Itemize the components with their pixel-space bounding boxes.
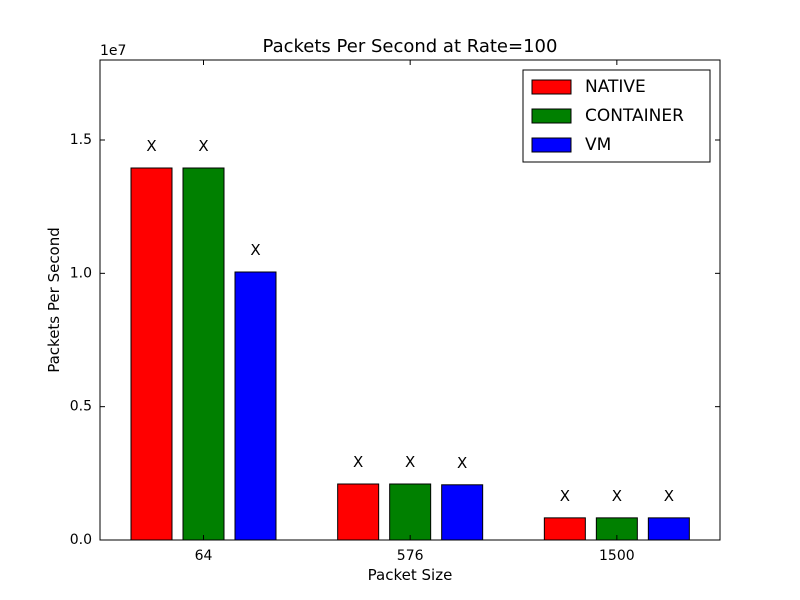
legend-swatch-vm	[531, 137, 572, 153]
legend-label-container: CONTAINER	[585, 106, 684, 126]
y-offset-label: 1e7	[100, 43, 126, 59]
bar-marker-native-64: X	[146, 137, 156, 155]
axes-group: 64 576 1500 0.0 0.5 1.0 1.5	[70, 60, 720, 564]
bar-vm-1500	[647, 517, 690, 541]
legend-swatch-container	[531, 108, 572, 124]
bar-marker-vm-576: X	[457, 454, 467, 472]
legend-label-native: NATIVE	[585, 77, 646, 97]
bar-marker-native-576: X	[353, 453, 363, 471]
plot-frame	[99, 59, 721, 541]
chart-title: Packets Per Second at Rate=100	[263, 36, 558, 57]
bar-marker-container-1500: X	[612, 487, 622, 505]
x-tick-label-576: 576	[397, 548, 424, 564]
bar-native-64	[130, 167, 173, 541]
bar-vm-64	[234, 271, 277, 541]
bar-marker-vm-64: X	[250, 241, 260, 259]
bar-marker-container-64: X	[198, 137, 208, 155]
x-tick-label-64: 64	[195, 548, 213, 564]
y-tick-label-1: 0.5	[70, 399, 92, 415]
bar-markers-group: X X X X X X X X X	[146, 137, 674, 505]
y-tick-label-3: 1.5	[70, 132, 92, 148]
legend-label-vm: VM	[585, 135, 611, 155]
bar-container-576	[389, 483, 432, 541]
x-axis-label: Packet Size	[368, 566, 453, 584]
y-axis-label: Packets Per Second	[45, 227, 63, 373]
x-tick-label-1500: 1500	[599, 548, 635, 564]
y-tick-label-2: 1.0	[70, 265, 92, 281]
bar-native-576	[337, 483, 380, 541]
bar-vm-576	[441, 484, 484, 541]
bar-marker-vm-1500: X	[664, 487, 674, 505]
legend-swatch-native	[531, 79, 572, 95]
legend: NATIVE CONTAINER VM	[522, 69, 711, 163]
y-tick-label-0: 0.0	[70, 532, 92, 548]
bar-marker-container-576: X	[405, 453, 415, 471]
bar-container-64	[182, 167, 225, 541]
bar-marker-native-1500: X	[560, 487, 570, 505]
bar-native-1500	[543, 517, 586, 541]
bars-group	[130, 167, 690, 541]
